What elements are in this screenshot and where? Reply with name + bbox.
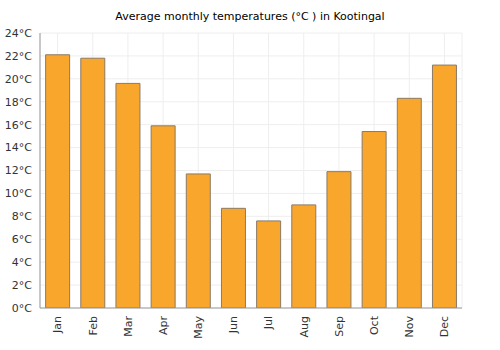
svg-text:14°C: 14°C xyxy=(8,141,32,154)
svg-text:Jul: Jul xyxy=(262,316,275,330)
svg-text:Jun: Jun xyxy=(227,316,240,334)
svg-text:0°C: 0°C xyxy=(12,302,32,315)
svg-text:8°C: 8°C xyxy=(12,210,32,223)
svg-text:6°C: 6°C xyxy=(12,233,32,246)
svg-text:Mar: Mar xyxy=(122,316,135,337)
svg-text:12°C: 12°C xyxy=(8,164,32,177)
svg-text:Nov: Nov xyxy=(403,316,416,338)
svg-text:16°C: 16°C xyxy=(8,119,32,132)
svg-text:Aug: Aug xyxy=(298,316,311,337)
svg-text:4°C: 4°C xyxy=(12,256,32,269)
svg-text:May: May xyxy=(192,316,205,339)
svg-text:Oct: Oct xyxy=(368,315,381,335)
svg-text:Feb: Feb xyxy=(87,316,100,335)
svg-text:2°C: 2°C xyxy=(12,279,32,292)
svg-text:10°C: 10°C xyxy=(8,187,32,200)
svg-text:24°C: 24°C xyxy=(8,27,32,40)
svg-text:Sep: Sep xyxy=(333,316,346,337)
svg-text:20°C: 20°C xyxy=(8,73,32,86)
html-text:Average monthly temperatures (: Average monthly temperatures (°C ) in Ko… xyxy=(115,10,385,23)
svg-text:Dec: Dec xyxy=(438,316,451,337)
svg-text:Jan: Jan xyxy=(51,316,64,334)
svg-text:18°C: 18°C xyxy=(8,96,32,109)
svg-text:Apr: Apr xyxy=(157,316,170,336)
svg-text:22°C: 22°C xyxy=(8,50,32,63)
